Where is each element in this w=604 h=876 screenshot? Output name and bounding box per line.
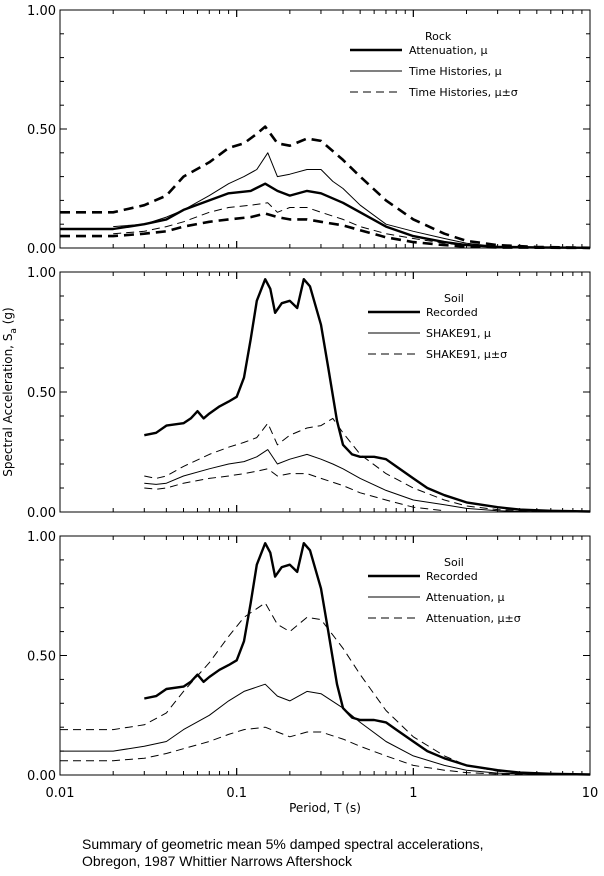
y-tick-label: 0.50 — [27, 650, 56, 665]
panel-1-series-5-line — [60, 212, 591, 250]
x-tick-label: 1 — [409, 786, 417, 801]
panel-3-series-1-line — [144, 542, 591, 776]
panel-1-frame — [59, 9, 591, 249]
panel-1-series-4-line — [60, 125, 591, 250]
panel-2-series-1-line — [144, 278, 591, 513]
y-tick-label: 1.00 — [27, 266, 56, 281]
y-axis-title: Spectral Acceleration, Sa (g) — [1, 307, 19, 476]
legend-label: SHAKE91, μ — [426, 327, 491, 340]
figure-caption: Summary of geometric mean 5% damped spec… — [82, 836, 582, 870]
panel-2-series-2-line — [144, 449, 537, 513]
legend-label: Recorded — [426, 306, 478, 319]
caption-line-2: Obregon, 1987 Whittier Narrows Aftershoc… — [82, 853, 353, 869]
panel-3-series-3-line — [60, 602, 591, 775]
y-tick-label: 0.00 — [27, 769, 56, 784]
x-tick-label: 10 — [582, 786, 599, 801]
panel-2-series-4-line — [144, 468, 445, 512]
legend-label: Time Histories, μ±σ — [408, 86, 518, 99]
caption-line-1: Summary of geometric mean 5% damped spec… — [82, 836, 484, 852]
panel-1-series-2-line — [113, 152, 537, 248]
y-tick-label: 1.00 — [27, 530, 56, 545]
legend-title: Soil — [444, 556, 464, 569]
panel-3-frame — [59, 535, 591, 776]
legend-title: Rock — [425, 30, 452, 43]
panel-1-series-3-line — [113, 202, 537, 249]
panel-3-series-4-line — [60, 726, 537, 776]
panel-2-series-3-line — [144, 417, 537, 512]
panel-3-series-2-line — [60, 683, 591, 776]
legend-label: Attenuation, μ — [409, 44, 487, 57]
panel-2-frame — [59, 271, 591, 513]
y-tick-label: 0.50 — [27, 386, 56, 401]
legend-title: Soil — [444, 292, 464, 305]
legend-label: SHAKE91, μ±σ — [426, 348, 507, 361]
legend-label: Attenuation, μ — [426, 591, 504, 604]
y-tick-label: 0.00 — [27, 506, 56, 521]
x-tick-label: 0.1 — [226, 786, 247, 801]
x-tick-label: 0.01 — [46, 786, 75, 801]
y-tick-label: 1.00 — [27, 4, 56, 19]
x-axis-title: Period, T (s) — [289, 801, 361, 815]
legend-label: Attenuation, μ±σ — [426, 612, 521, 625]
panel-1-series-1-line — [60, 182, 591, 249]
legend-label: Time Histories, μ — [408, 65, 502, 78]
y-tick-label: 0.50 — [27, 123, 56, 138]
y-tick-label: 0.00 — [27, 242, 56, 257]
legend-label: Recorded — [426, 570, 478, 583]
